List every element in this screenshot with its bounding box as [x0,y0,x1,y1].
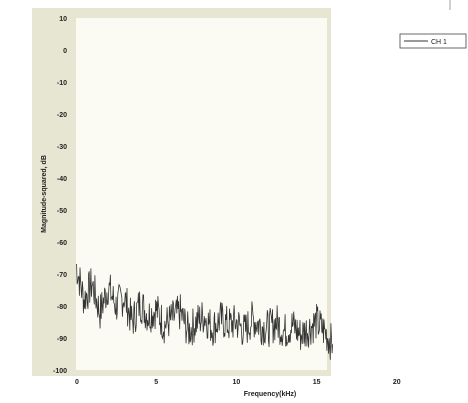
y-tick-label: 0 [63,48,67,55]
y-tick-label: -20 [57,112,67,119]
y-axis-title: Magnitude-squared, dB [41,155,48,233]
y-tick-label: -50 [57,208,67,215]
y-tick-label: -90 [57,336,67,343]
y-tick-label: -10 [57,80,67,87]
legend-label-ch1: CH 1 [431,39,447,46]
y-tick-label: -80 [57,304,67,311]
x-axis-title: Frequency(kHz) [244,391,297,398]
legend-box [399,33,467,49]
y-tick-label: -70 [57,272,67,279]
y-tick-label: 10 [59,16,67,23]
x-tick-label: 0 [75,379,79,386]
y-tick-label: -30 [57,144,67,151]
x-tick-label: 10 [233,379,241,386]
x-tick-label: 15 [313,379,321,386]
y-tick-label: -100 [53,368,67,375]
y-tick-label: -60 [57,240,67,247]
x-tick-label: 20 [393,379,401,386]
series-line-ch1 [75,264,333,360]
x-tick-label: 5 [154,379,158,386]
y-tick-label: -40 [57,176,67,183]
